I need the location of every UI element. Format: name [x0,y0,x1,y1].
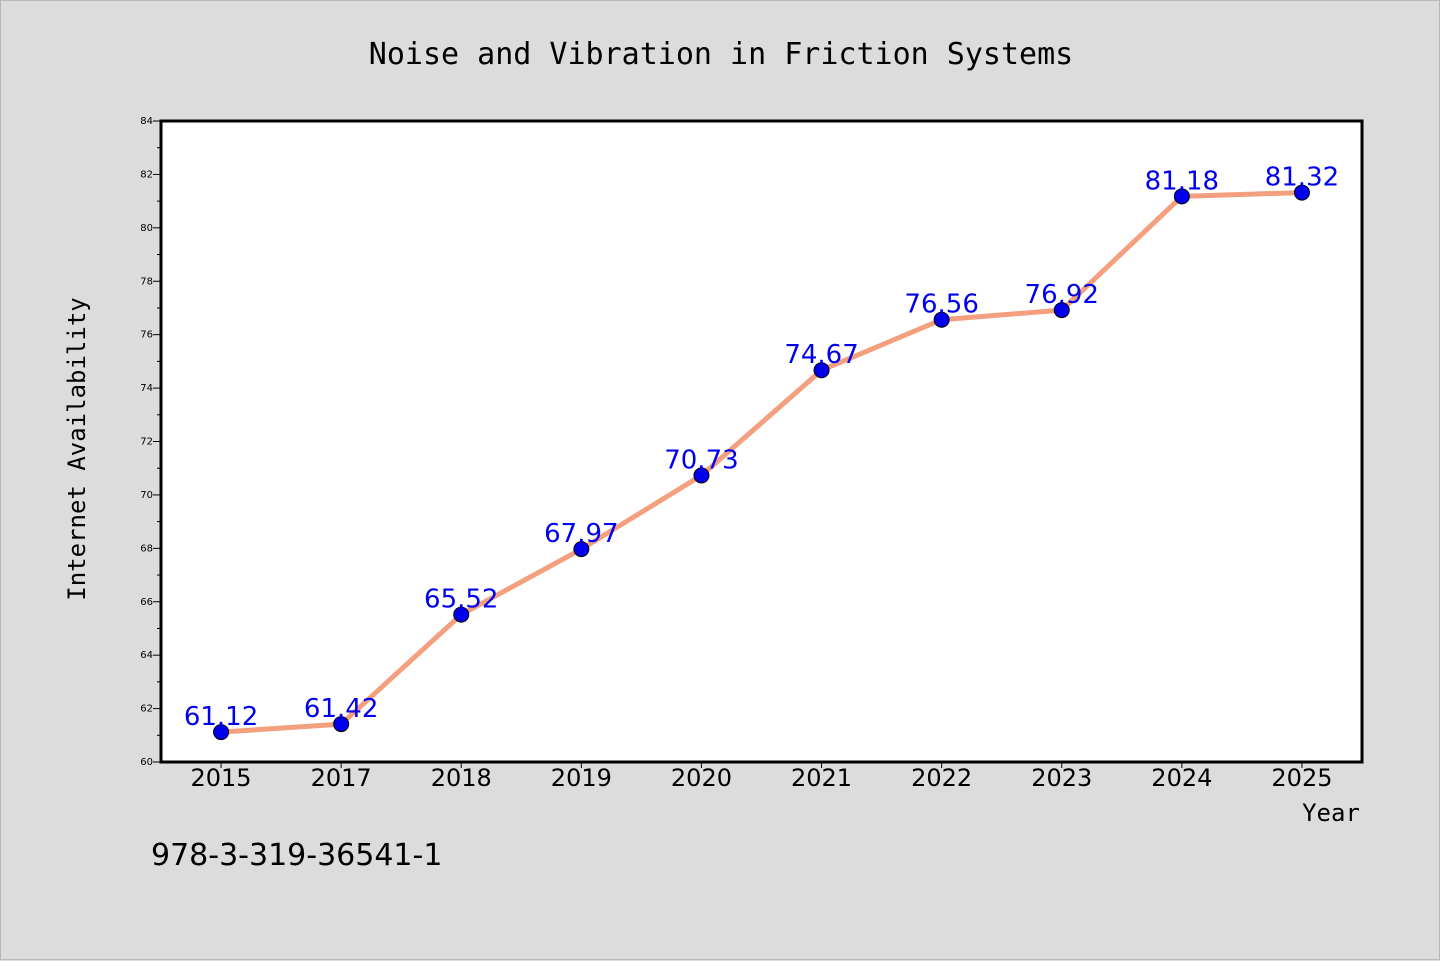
data-point-2023 [1053,302,1070,319]
data-point-2025 [1293,184,1310,201]
x-tick-label-2015: 2015 [191,764,252,792]
data-labels: 61.12 61.42 65.52 67.97 70.73 74.67 76.56 76.92… [184,163,1339,733]
data-point-2020 [693,467,710,484]
x-tick-label-2022: 2022 [911,764,972,792]
series-line [220,190,1303,735]
data-label-2017: 61.42 [304,694,378,724]
y-tick-label-70: 70 [140,490,153,501]
x-tick-label-2021: 2021 [791,764,852,792]
chart-title: Noise and Vibration in Friction Systems [369,37,1073,72]
y-axis-ticks: 60 62 64 66 68 70 72 74 76 78 80 82 84 [140,116,161,768]
data-point-2024 [1173,188,1190,205]
data-label-2023: 76.92 [1025,280,1099,310]
x-axis-ticks: 2015 2017 2018 2019 2020 2021 2022 2023 2024 2025 [191,762,1332,792]
data-point-2017 [333,716,350,733]
data-label-2021: 74.67 [784,340,858,370]
data-point-2019 [573,541,590,558]
series-markers [213,184,1310,741]
y-tick-label-82: 82 [140,169,153,180]
data-point-2021 [813,362,830,379]
x-tick-label-2020: 2020 [671,764,732,792]
y-axis-label: Internet Availability [63,297,91,600]
x-tick-label-2017: 2017 [311,764,372,792]
data-point-2015 [213,724,230,741]
y-tick-label-64: 64 [140,650,153,661]
x-tick-label-2018: 2018 [431,764,492,792]
data-label-2018: 65.52 [424,585,498,615]
data-label-2025: 81.32 [1265,163,1339,193]
x-axis-label: Year [1302,799,1360,827]
y-tick-label-84: 84 [140,116,153,127]
y-tick-label-60: 60 [140,757,153,768]
y-tick-label-72: 72 [140,437,153,448]
data-point-2018 [453,606,470,623]
data-point-2022 [933,311,950,328]
y-tick-label-80: 80 [140,223,153,234]
x-tick-label-2024: 2024 [1151,764,1212,792]
y-tick-label-76: 76 [140,330,153,341]
y-tick-label-78: 78 [140,276,153,287]
data-label-2024: 81.18 [1145,166,1219,196]
y-tick-label-66: 66 [140,597,153,608]
data-label-2020: 70.73 [664,445,738,475]
data-label-2019: 67.97 [544,519,618,549]
y-tick-label-74: 74 [140,383,153,394]
plot-area [159,119,1364,764]
y-tick-label-62: 62 [140,704,153,715]
x-tick-label-2025: 2025 [1271,764,1332,792]
x-tick-label-2019: 2019 [551,764,612,792]
data-label-2015: 61.12 [184,702,258,732]
isbn-text: 978-3-319-36541-1 [151,838,442,873]
data-label-2022: 76.56 [904,290,978,320]
x-tick-label-2023: 2023 [1031,764,1092,792]
y-tick-label-68: 68 [140,543,153,554]
